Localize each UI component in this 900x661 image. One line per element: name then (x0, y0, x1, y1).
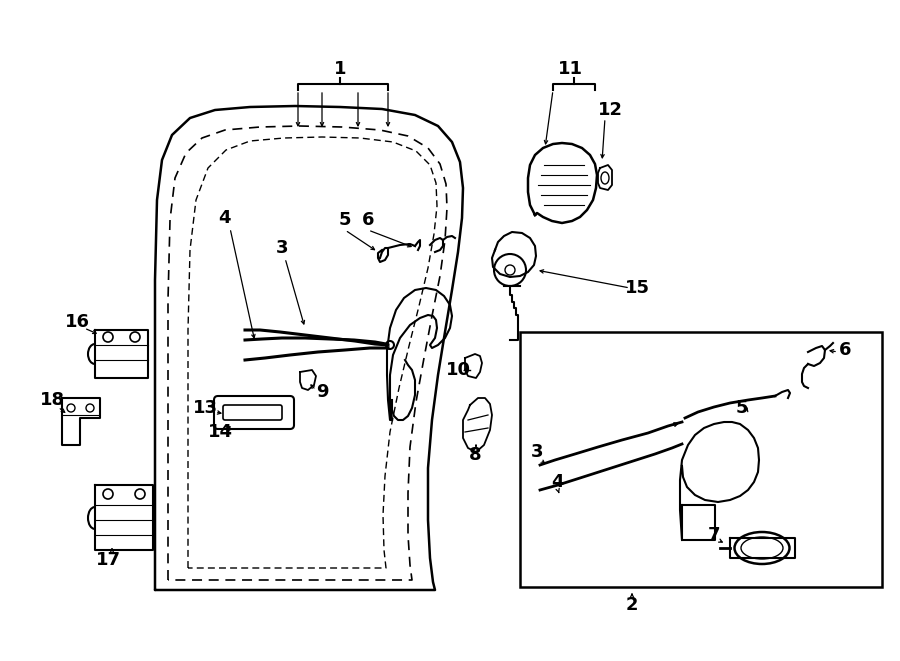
Text: 12: 12 (598, 101, 623, 119)
Text: 2: 2 (626, 596, 638, 614)
Text: 10: 10 (446, 361, 471, 379)
Circle shape (494, 254, 526, 286)
FancyBboxPatch shape (520, 332, 882, 587)
Text: 4: 4 (551, 473, 563, 491)
Text: 11: 11 (557, 60, 582, 78)
Text: 9: 9 (316, 383, 328, 401)
Text: 17: 17 (95, 551, 121, 569)
Text: 5: 5 (736, 399, 748, 417)
Text: 3: 3 (531, 443, 544, 461)
Circle shape (386, 341, 394, 349)
Text: 18: 18 (40, 391, 65, 409)
FancyBboxPatch shape (223, 405, 282, 420)
Ellipse shape (741, 537, 783, 559)
Text: 16: 16 (65, 313, 89, 331)
Text: 6: 6 (839, 341, 851, 359)
Text: 7: 7 (707, 526, 720, 544)
Text: 5: 5 (338, 211, 351, 229)
Text: 4: 4 (218, 209, 230, 227)
Text: 1: 1 (334, 60, 346, 78)
Text: 6: 6 (362, 211, 374, 229)
Ellipse shape (734, 532, 789, 564)
Text: 3: 3 (275, 239, 288, 257)
Ellipse shape (601, 172, 609, 184)
Text: 8: 8 (469, 446, 482, 464)
Text: 15: 15 (625, 279, 650, 297)
Text: 14: 14 (208, 423, 232, 441)
FancyBboxPatch shape (214, 396, 294, 429)
Text: 13: 13 (193, 399, 218, 417)
